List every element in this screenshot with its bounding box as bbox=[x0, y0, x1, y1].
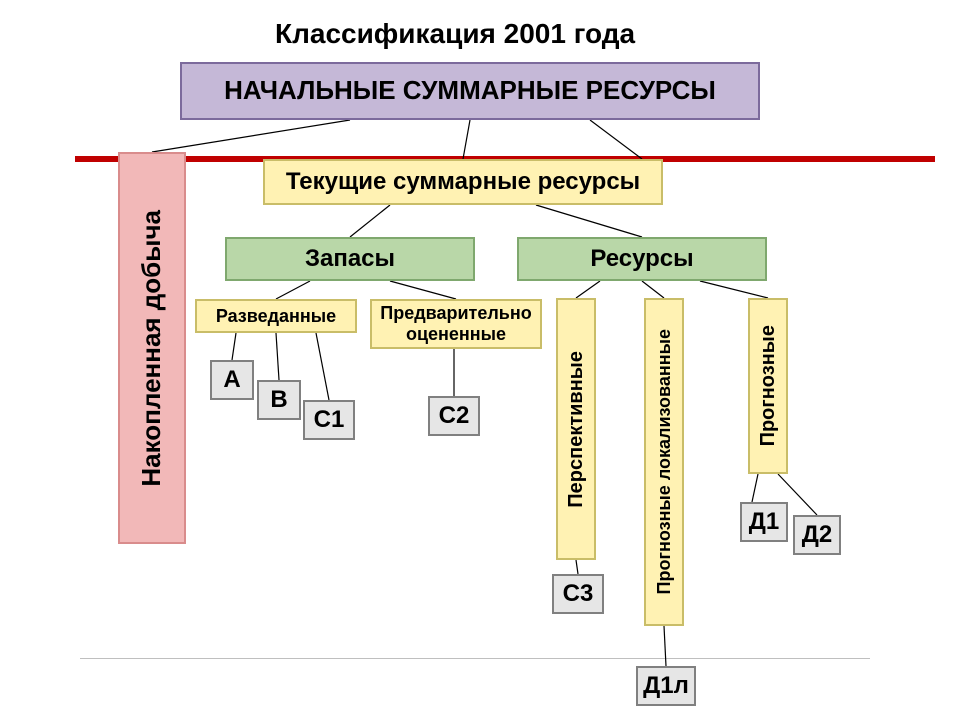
diagram-title: Классификация 2001 года bbox=[275, 18, 635, 50]
node-B: В bbox=[257, 380, 301, 420]
node-C2: С2 bbox=[428, 396, 480, 436]
node-label: Перспективные bbox=[565, 351, 588, 508]
node-label: Предварительно оцененные bbox=[372, 303, 540, 344]
node-label: С3 bbox=[563, 580, 594, 608]
node-C3: С3 bbox=[552, 574, 604, 614]
node-label: Прогнозные bbox=[757, 325, 780, 446]
node-C1: С1 bbox=[303, 400, 355, 440]
node-label: А bbox=[223, 366, 240, 394]
node-label: Разведанные bbox=[216, 306, 336, 327]
node-D1: Д1 bbox=[740, 502, 788, 542]
bottom-divider bbox=[80, 658, 870, 659]
node-label: Запасы bbox=[305, 245, 395, 273]
node-explored: Разведанные bbox=[195, 299, 357, 333]
node-label: Текущие суммарные ресурсы bbox=[286, 168, 640, 196]
node-label: Д1л bbox=[643, 672, 689, 700]
node-label: Прогнозные локализованные bbox=[654, 329, 675, 594]
node-label: НАЧАЛЬНЫЕ СУММАРНЫЕ РЕСУРСЫ bbox=[224, 76, 716, 106]
node-current: Текущие суммарные ресурсы bbox=[263, 159, 663, 205]
node-perspect: Перспективные bbox=[556, 298, 596, 560]
node-loc: Прогнозные локализованные bbox=[644, 298, 684, 626]
node-preeval: Предварительно оцененные bbox=[370, 299, 542, 349]
node-prognoz: Прогнозные bbox=[748, 298, 788, 474]
node-label: Д1 bbox=[749, 508, 779, 536]
node-label: С2 bbox=[439, 402, 470, 430]
node-D1l: Д1л bbox=[636, 666, 696, 706]
node-root: НАЧАЛЬНЫЕ СУММАРНЫЕ РЕСУРСЫ bbox=[180, 62, 760, 120]
node-accum: Накопленная добыча bbox=[118, 152, 186, 544]
node-label: Накопленная добыча bbox=[137, 210, 167, 487]
node-label: В bbox=[270, 386, 287, 414]
node-label: Д2 bbox=[802, 521, 832, 549]
node-label: С1 bbox=[314, 406, 345, 434]
node-D2: Д2 bbox=[793, 515, 841, 555]
node-A: А bbox=[210, 360, 254, 400]
node-reserves: Запасы bbox=[225, 237, 475, 281]
node-resources: Ресурсы bbox=[517, 237, 767, 281]
node-label: Ресурсы bbox=[590, 245, 693, 273]
